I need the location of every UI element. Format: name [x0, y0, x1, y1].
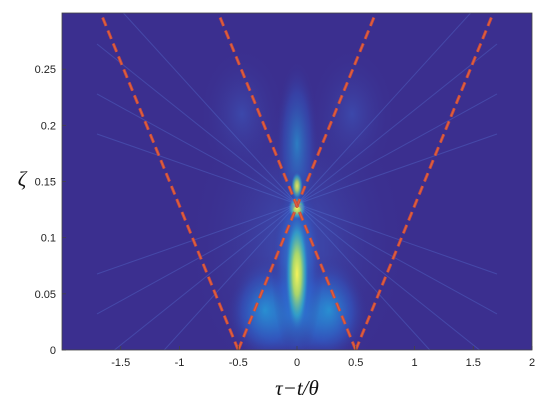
x-tick-label: 0 — [294, 357, 300, 369]
characteristic-lines — [99, 13, 495, 350]
field-column-core — [285, 213, 309, 334]
x-tick-label: 1 — [411, 357, 417, 369]
y-tick-label: 0 — [50, 345, 56, 357]
y-axis: 0 0.05 0.1 0.15 0.2 0.25 — [35, 64, 66, 357]
y-tick-label: 0.25 — [35, 64, 56, 76]
x-tick-label: -1.5 — [111, 357, 130, 369]
x-tick-label: 0.5 — [348, 357, 363, 369]
x-axis: -1.5 -1 -0.5 0 0.5 1 1.5 2 — [111, 346, 535, 369]
y-tick-label: 0.05 — [35, 289, 56, 301]
y-tick-label: 0.1 — [41, 233, 56, 245]
y-tick-label: 0.2 — [41, 120, 56, 132]
field-focus-upper — [291, 171, 303, 200]
x-tick-label: 1.5 — [466, 357, 481, 369]
x-axis-title: τ−t/θ — [275, 376, 319, 400]
field-lobe-upper-left — [197, 44, 287, 185]
characteristic-line-highlight — [217, 13, 357, 350]
x-tick-label: -1 — [175, 357, 185, 369]
characteristic-line-highlight — [100, 13, 239, 350]
x-tick-label: -0.5 — [229, 357, 248, 369]
characteristic-line-highlight — [237, 13, 377, 350]
heatmap-field — [96, 13, 498, 350]
y-tick-label: 0.15 — [35, 177, 56, 189]
field-lobe-upper-right — [307, 44, 397, 185]
x-tick-label: 2 — [529, 357, 535, 369]
characteristic-line-highlight — [355, 13, 494, 350]
y-axis-title: ζ — [18, 167, 28, 191]
